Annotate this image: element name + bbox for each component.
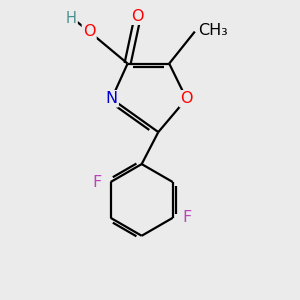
Text: O: O (131, 9, 143, 24)
Text: O: O (83, 24, 95, 39)
Text: CH₃: CH₃ (198, 23, 228, 38)
Text: F: F (182, 210, 191, 225)
Text: O: O (180, 91, 193, 106)
Text: F: F (92, 175, 101, 190)
Text: H: H (66, 11, 77, 26)
Text: N: N (106, 91, 118, 106)
